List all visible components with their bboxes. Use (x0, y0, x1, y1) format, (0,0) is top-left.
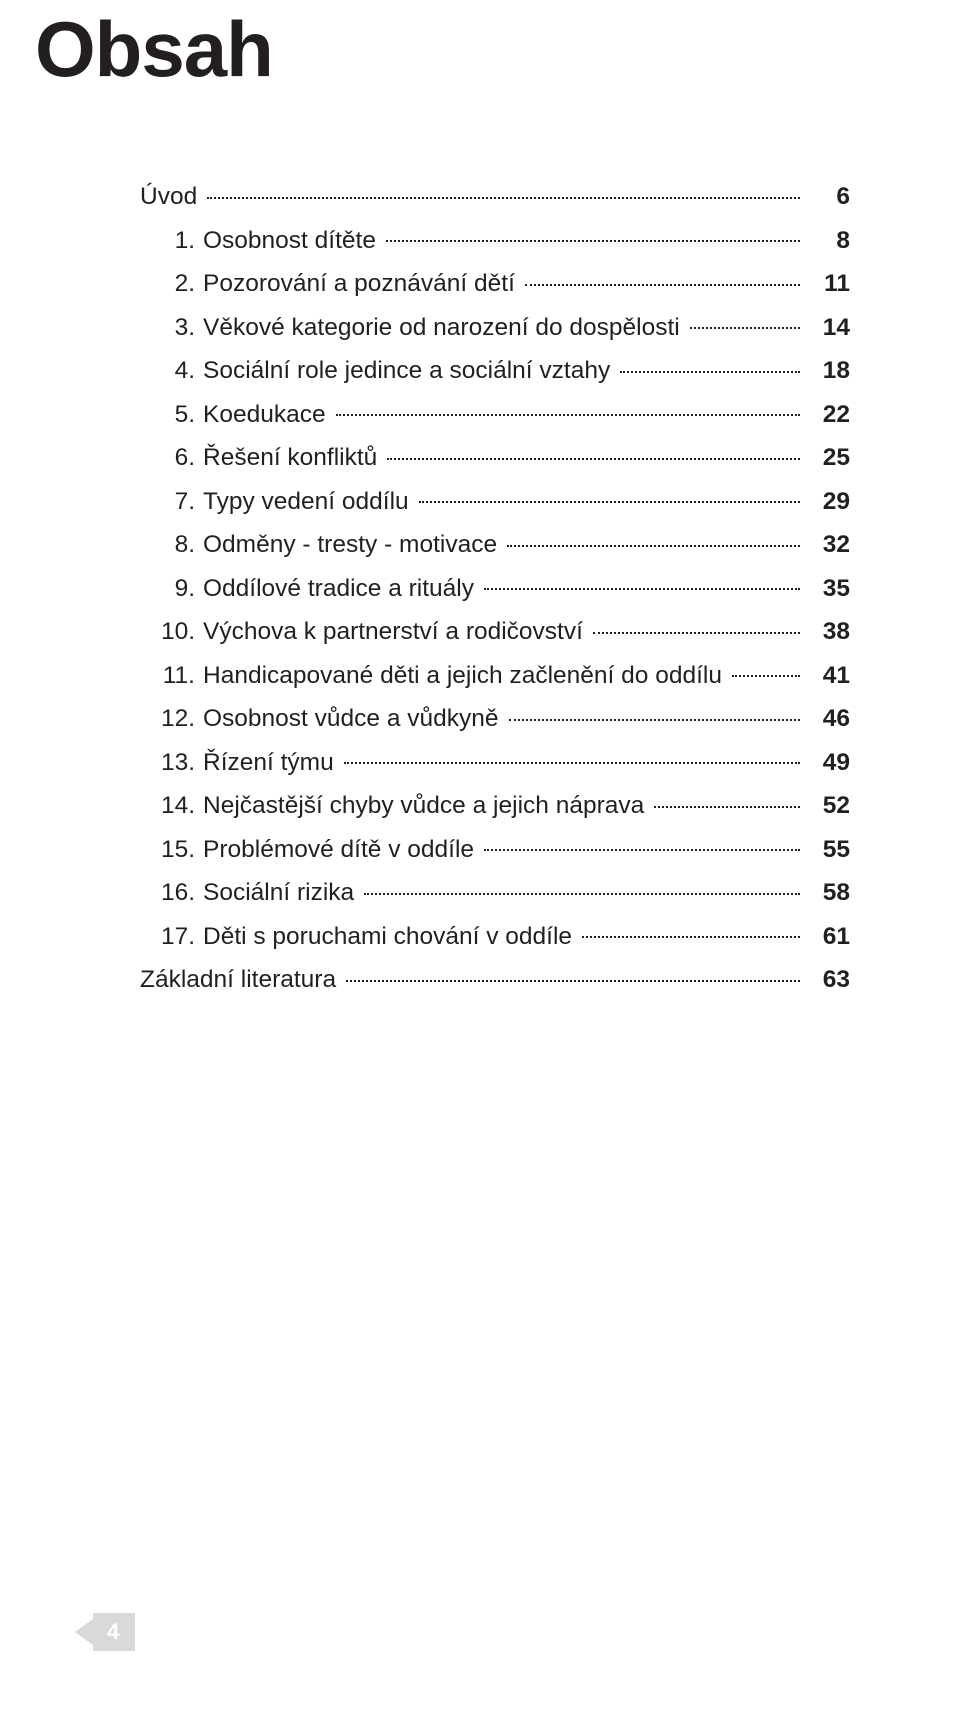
toc-label: Základní literatura (140, 968, 336, 993)
toc-label: Koedukace (195, 403, 326, 428)
toc-leader-dots (207, 197, 800, 199)
toc-row: 15.Problémové dítě v oddíle 55 (140, 838, 850, 863)
toc-number: 15. (140, 838, 195, 863)
toc-page-number: 52 (808, 794, 850, 819)
toc-page-number: 22 (808, 403, 850, 428)
toc-label: Výchova k partnerství a rodičovství (195, 620, 583, 645)
toc-number: 3. (140, 316, 195, 341)
toc-page-number: 18 (808, 359, 850, 384)
toc-leader-dots (386, 240, 800, 242)
toc-page-number: 8 (808, 229, 850, 254)
toc-number: 5. (140, 403, 195, 428)
toc-row: Základní literatura 63 (140, 968, 850, 993)
toc-number: 10. (140, 620, 195, 645)
toc-label: Řešení konfliktů (195, 446, 377, 471)
toc-label: Odměny - tresty - motivace (195, 533, 497, 558)
toc-label: Oddílové tradice a rituály (195, 577, 474, 602)
toc-page-number: 35 (808, 577, 850, 602)
toc-leader-dots (732, 675, 800, 677)
toc-page-number: 25 (808, 446, 850, 471)
toc-leader-dots (336, 414, 800, 416)
toc-leader-dots (419, 501, 800, 503)
toc-number: 16. (140, 881, 195, 906)
toc-page-number: 11 (808, 272, 850, 297)
toc-row: 7.Typy vedení oddílu 29 (140, 490, 850, 515)
toc-number: 2. (140, 272, 195, 297)
toc-leader-dots (344, 762, 800, 764)
toc-row: 1.Osobnost dítěte 8 (140, 229, 850, 254)
page-container: Obsah Úvod 6 1.Osobnost dítěte 8 2.Pozorován… (0, 0, 960, 1736)
toc-number: 7. (140, 490, 195, 515)
toc-leader-dots (582, 936, 800, 938)
toc-label: Sociální role jedince a sociální vztahy (195, 359, 610, 384)
toc-row: 2.Pozorování a poznávání dětí 11 (140, 272, 850, 297)
toc-number: 12. (140, 707, 195, 732)
toc-leader-dots (525, 284, 800, 286)
toc-number: 13. (140, 751, 195, 776)
toc-leader-dots (507, 545, 800, 547)
toc-label: Pozorování a poznávání dětí (195, 272, 515, 297)
toc-number: 9. (140, 577, 195, 602)
toc-label: Typy vedení oddílu (195, 490, 409, 515)
toc-number: 11. (140, 664, 195, 689)
toc-row: 5.Koedukace 22 (140, 403, 850, 428)
toc-row: 14.Nejčastější chyby vůdce a jejich nápr… (140, 794, 850, 819)
toc-row: 16.Sociální rizika 58 (140, 881, 850, 906)
toc-page-number: 58 (808, 881, 850, 906)
toc-page-number: 63 (808, 968, 850, 993)
toc-page-number: 61 (808, 925, 850, 950)
toc-page-number: 32 (808, 533, 850, 558)
toc-row: 9.Oddílové tradice a rituály 35 (140, 577, 850, 602)
toc-row: 13.Řízení týmu 49 (140, 751, 850, 776)
toc-label: Osobnost dítěte (195, 229, 376, 254)
toc-leader-dots (387, 458, 800, 460)
toc-leader-dots (364, 893, 800, 895)
toc-row: 3.Věkové kategorie od narození do dospěl… (140, 316, 850, 341)
page-title: Obsah (35, 0, 850, 95)
toc-row: 10.Výchova k partnerství a rodičovství 38 (140, 620, 850, 645)
toc-page-number: 46 (808, 707, 850, 732)
toc-label: Sociální rizika (195, 881, 354, 906)
toc-row: Úvod 6 (140, 185, 850, 210)
toc-number: 4. (140, 359, 195, 384)
toc-row: 8.Odměny - tresty - motivace 32 (140, 533, 850, 558)
toc-leader-dots (620, 371, 800, 373)
toc-label: Věkové kategorie od narození do dospělos… (195, 316, 680, 341)
toc-label: Úvod (140, 185, 197, 210)
toc-number: 14. (140, 794, 195, 819)
toc-page-number: 41 (808, 664, 850, 689)
toc-label: Nejčastější chyby vůdce a jejich náprava (195, 794, 644, 819)
toc-leader-dots (484, 849, 800, 851)
table-of-contents: Úvod 6 1.Osobnost dítěte 8 2.Pozorování a po… (140, 185, 850, 993)
toc-page-number: 38 (808, 620, 850, 645)
toc-row: 17.Děti s poruchami chování v oddíle 61 (140, 925, 850, 950)
toc-leader-dots (690, 327, 800, 329)
toc-row: 4.Sociální role jedince a sociální vztah… (140, 359, 850, 384)
toc-label: Řízení týmu (195, 751, 334, 776)
toc-leader-dots (484, 588, 800, 590)
toc-row: 6.Řešení konfliktů 25 (140, 446, 850, 471)
toc-row: 12.Osobnost vůdce a vůdkyně 46 (140, 707, 850, 732)
toc-page-number: 6 (808, 185, 850, 210)
toc-page-number: 55 (808, 838, 850, 863)
toc-leader-dots (509, 719, 800, 721)
toc-label: Handicapované děti a jejich začlenění do… (195, 664, 722, 689)
toc-number: 8. (140, 533, 195, 558)
toc-page-number: 29 (808, 490, 850, 515)
toc-leader-dots (593, 632, 800, 634)
toc-number: 6. (140, 446, 195, 471)
toc-label: Osobnost vůdce a vůdkyně (195, 707, 499, 732)
page-number: 4 (93, 1613, 135, 1651)
toc-row: 11.Handicapované děti a jejich začlenění… (140, 664, 850, 689)
page-footer-badge: 4 (75, 1613, 135, 1651)
toc-leader-dots (346, 980, 800, 982)
toc-number: 17. (140, 925, 195, 950)
toc-number: 1. (140, 229, 195, 254)
toc-page-number: 49 (808, 751, 850, 776)
toc-label: Děti s poruchami chování v oddíle (195, 925, 572, 950)
toc-label: Problémové dítě v oddíle (195, 838, 474, 863)
toc-leader-dots (654, 806, 800, 808)
toc-page-number: 14 (808, 316, 850, 341)
